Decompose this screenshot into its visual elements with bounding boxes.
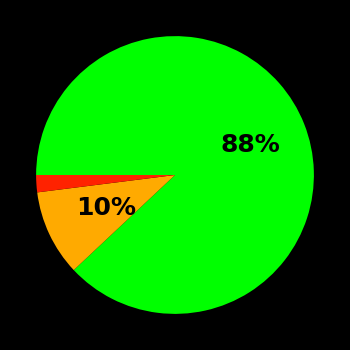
Text: 88%: 88%: [220, 133, 280, 158]
Wedge shape: [37, 175, 175, 270]
Text: 10%: 10%: [76, 196, 136, 219]
Wedge shape: [36, 175, 175, 192]
Wedge shape: [36, 36, 314, 314]
